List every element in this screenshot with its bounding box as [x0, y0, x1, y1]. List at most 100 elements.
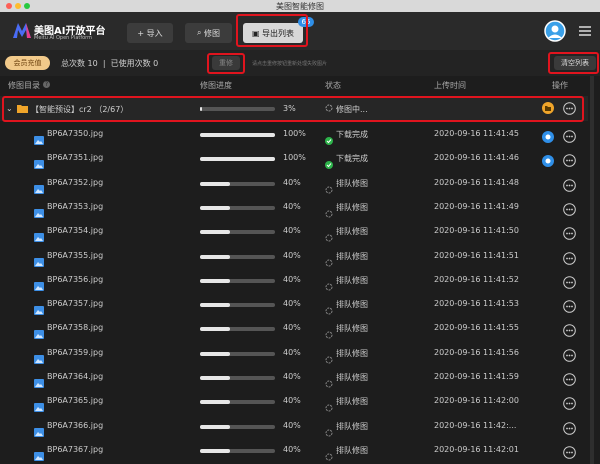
progress-track	[200, 424, 275, 429]
usage-info: 总次数 10 | 已使用次数 0	[61, 59, 159, 68]
progress-fill	[200, 157, 275, 162]
brand-sub: Meitu AI Open Platform	[34, 35, 93, 41]
progress-fill	[200, 254, 230, 259]
progress-fill	[200, 376, 230, 380]
title-bar	[0, 0, 600, 12]
import-button[interactable]: + 导入	[127, 23, 173, 43]
status-icon	[325, 130, 333, 149]
value: 10	[87, 59, 98, 68]
progress-fill	[200, 205, 230, 210]
status: 排队修图	[336, 397, 368, 407]
toolbar	[0, 50, 600, 76]
image-icon	[34, 324, 44, 343]
brand: 美图AI开放平台	[34, 26, 106, 37]
more-button[interactable]	[563, 298, 576, 317]
progress-track	[200, 351, 275, 356]
upload-time: 2020-09-16 11:41:50	[434, 226, 519, 236]
image-icon	[34, 203, 44, 222]
more-button[interactable]	[563, 177, 576, 196]
file-name: BP6A7359.jpg	[47, 347, 104, 357]
status: 排队修图	[336, 324, 368, 334]
status-icon	[325, 324, 333, 343]
status-icon	[325, 276, 333, 295]
more-button[interactable]	[563, 102, 576, 115]
export-button[interactable]: ▣ 导出列表	[243, 23, 303, 43]
more-button[interactable]	[563, 444, 576, 463]
status: 排队修图	[336, 373, 368, 382]
progress-label: 40%	[283, 372, 301, 381]
highlight-box	[2, 96, 584, 122]
more-button[interactable]	[563, 152, 576, 171]
recharge-button[interactable]: 会员充值	[5, 56, 50, 70]
status-icon	[325, 252, 333, 271]
file-name: BP6A7351.jpg	[47, 153, 104, 163]
more-button[interactable]	[563, 201, 576, 220]
status: 排队修图	[336, 348, 368, 358]
status: 下载完成	[336, 154, 368, 164]
open-folder-button[interactable]	[542, 102, 554, 114]
image-icon	[34, 422, 44, 441]
more-button[interactable]	[563, 250, 576, 269]
status: 排队修图	[336, 227, 368, 237]
progress-label: 40%	[283, 299, 301, 309]
progress-fill	[200, 424, 230, 429]
group-name: 【智能预设】cr2 （2/67）	[31, 105, 129, 114]
clear-button[interactable]: 清空列表	[554, 56, 596, 70]
file-name: BP6A7364.jpg	[47, 372, 104, 381]
column-header: 上传时间	[434, 81, 466, 90]
upload-time: 2020-09-16 11:41:46	[434, 153, 519, 163]
progress-fill	[200, 181, 230, 186]
progress-label: 100%	[283, 153, 306, 163]
group-row	[0, 96, 588, 121]
progress-fill	[200, 351, 230, 356]
retouch-button[interactable]: ⌕ 修图	[185, 23, 232, 43]
status: 排队修图	[336, 445, 368, 455]
upload-time: 2020-09-16 11:41:51	[434, 250, 519, 260]
more-button[interactable]	[563, 274, 576, 293]
upload-time: 2020-09-16 11:42:...	[434, 420, 517, 430]
progress-label: 40%	[283, 347, 301, 357]
status: 排队修图	[336, 275, 368, 285]
progress-track	[200, 107, 275, 111]
close-light[interactable]	[6, 3, 12, 9]
upload-time: 2020-09-16 11:41:49	[434, 201, 519, 211]
status-icon	[325, 203, 333, 222]
redo-hint: 请点击重修按钮重新处理失败图片	[252, 61, 328, 67]
zoom-light[interactable]	[24, 3, 30, 9]
help-icon[interactable]: ?	[43, 81, 50, 88]
status: 排队修图	[336, 178, 368, 188]
menu-icon[interactable]	[579, 26, 591, 36]
progress-label: 3%	[283, 104, 296, 113]
more-button[interactable]	[563, 128, 576, 147]
status-icon	[325, 227, 333, 246]
more-button[interactable]	[563, 371, 576, 390]
image-icon	[34, 397, 44, 416]
file-name: BP6A7356.jpg	[47, 274, 104, 284]
upload-time: 2020-09-16 11:41:56	[434, 347, 519, 357]
more-button[interactable]	[563, 347, 576, 366]
more-button[interactable]	[563, 395, 576, 414]
progress-label: 40%	[283, 201, 301, 211]
file-name: BP6A7355.jpg	[47, 250, 104, 260]
highlight-box	[236, 14, 308, 47]
more-button[interactable]	[563, 420, 576, 439]
avatar[interactable]	[544, 20, 566, 42]
view-button[interactable]	[542, 152, 554, 171]
progress-fill	[200, 400, 230, 405]
redo-button[interactable]: 重修	[212, 56, 240, 70]
image-icon	[34, 300, 44, 319]
scrollbar	[590, 76, 594, 464]
chevron[interactable]: ⌄	[6, 104, 13, 113]
file-name: BP6A7350.jpg	[47, 129, 104, 138]
status: 下载完成	[336, 130, 368, 139]
view-button[interactable]	[542, 128, 554, 147]
progress-track	[200, 181, 275, 186]
progress-fill	[200, 230, 230, 235]
more-button[interactable]	[563, 225, 576, 244]
highlight-box	[548, 52, 599, 74]
more-button[interactable]	[563, 322, 576, 341]
progress-track	[200, 303, 275, 308]
minimize-light[interactable]	[15, 3, 21, 9]
upload-time: 2020-09-16 11:42:01	[434, 444, 519, 454]
